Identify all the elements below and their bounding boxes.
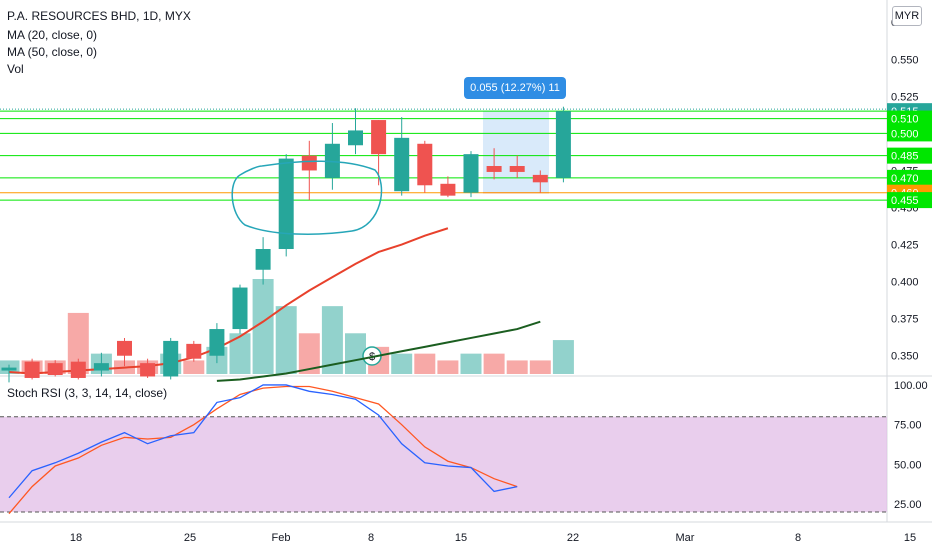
price-tag-label: 0.485 <box>891 151 919 163</box>
currency-selector[interactable]: MYR <box>892 6 922 26</box>
price-tick-label: 0.375 <box>891 314 919 326</box>
rsi-tick-label: 75.00 <box>894 420 922 432</box>
price-tick-label: 0.550 <box>891 54 919 66</box>
price-tick-label: 0.350 <box>891 351 919 363</box>
price-tag-bg <box>887 147 932 164</box>
candle-body <box>486 166 502 172</box>
volume-legend: Vol <box>7 62 24 76</box>
time-tick-label: Feb <box>272 532 291 544</box>
candle-body <box>255 249 271 270</box>
volume-bar <box>0 360 20 374</box>
stoch-rsi-title: Stoch RSI (3, 3, 14, 14, close) <box>7 386 168 400</box>
price-tag: 0.470 <box>887 169 932 186</box>
price-tick-label: 0.400 <box>891 277 919 289</box>
price-tag-bg <box>887 169 932 186</box>
rsi-tick-label: 25.00 <box>894 499 922 511</box>
candle-body <box>301 155 317 171</box>
candle-body <box>278 158 294 250</box>
price-tag-label: 0.500 <box>891 128 919 140</box>
volume-bar <box>391 353 413 374</box>
volume-bar <box>345 333 366 374</box>
candle-body <box>440 183 456 196</box>
volume-bar <box>483 353 505 374</box>
candle-body <box>1 367 17 371</box>
time-tick-label: 15 <box>455 532 467 544</box>
volume-bar <box>275 306 297 374</box>
price-tag: 0.510 <box>887 110 932 127</box>
volume-bar <box>252 279 274 374</box>
candle-body <box>93 363 109 371</box>
volume-bar <box>414 353 436 374</box>
rsi-k-line <box>8 384 518 499</box>
candle-body <box>24 361 40 378</box>
time-tick-label: 25 <box>184 532 196 544</box>
candle-body <box>463 154 479 193</box>
volume-bar <box>67 312 89 374</box>
candle-body <box>186 343 202 359</box>
price-tag-bg <box>887 125 932 142</box>
candle-body <box>70 361 86 378</box>
volume-bar <box>298 333 320 374</box>
ma20-legend: MA (20, close, 0) <box>7 28 98 42</box>
ma50-legend: MA (50, close, 0) <box>7 45 98 59</box>
rsi-tick-label: 50.00 <box>894 459 922 471</box>
rsi-d-line <box>8 385 518 515</box>
candle-body <box>509 166 525 172</box>
time-tick-label: 22 <box>567 532 579 544</box>
candle-body <box>394 137 410 192</box>
measure-callout: 0.055 (12.27%) 11 <box>464 77 566 99</box>
price-tag-label: 0.470 <box>891 173 919 185</box>
candle-body <box>232 287 248 330</box>
volume-bar <box>529 360 551 374</box>
time-tick-label: 8 <box>795 532 801 544</box>
time-tick-label: 8 <box>368 532 374 544</box>
volume-bar <box>321 306 343 374</box>
price-tick-label: 0.525 <box>891 91 919 103</box>
price-tag-bg <box>887 192 932 209</box>
volume-bar <box>506 360 528 374</box>
volume-bar <box>552 340 574 374</box>
volume-bar <box>229 333 251 374</box>
candle-body <box>209 329 225 356</box>
volume-bar <box>437 360 459 374</box>
price-tag-label: 0.455 <box>891 195 919 207</box>
candle-body <box>117 340 132 356</box>
candle-body <box>163 340 179 377</box>
candle-body <box>417 143 433 186</box>
price-tag-bg <box>887 110 932 127</box>
candle-body <box>371 120 387 155</box>
candle-body <box>348 130 363 146</box>
rsi-band <box>0 416 887 513</box>
candle-body <box>140 363 156 377</box>
volume-bar <box>183 360 205 374</box>
ma50-line <box>216 320 541 382</box>
candle-body <box>532 174 548 183</box>
rsi-tick-label: 100.00 <box>894 380 928 392</box>
time-tick-label: Mar <box>676 532 695 544</box>
time-tick-label: 18 <box>70 532 82 544</box>
symbol-title: P.A. RESOURCES BHD, 1D, MYX <box>7 9 191 23</box>
price-tick-label: 0.425 <box>891 240 919 252</box>
price-tag-label: 0.510 <box>891 114 919 126</box>
annotation-loop <box>231 160 383 235</box>
candle-body <box>47 363 63 375</box>
price-tag: 0.485 <box>887 147 932 164</box>
price-tag: 0.500 <box>887 125 932 142</box>
volume-bar <box>460 353 482 374</box>
time-tick-label: 15 <box>904 532 916 544</box>
candle-body <box>555 111 571 178</box>
price-tag: 0.455 <box>887 192 932 209</box>
